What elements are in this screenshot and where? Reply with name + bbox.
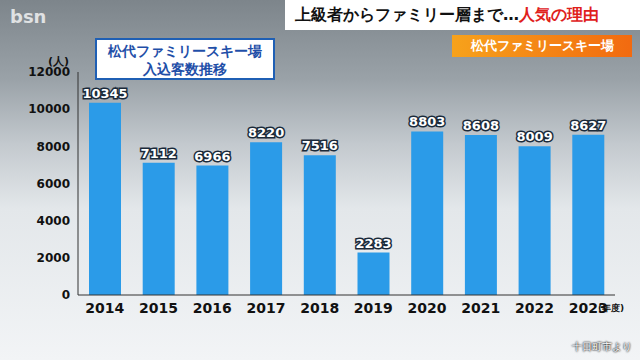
svg-text:10345: 10345 [82,86,127,101]
svg-text:8220: 8220 [248,125,284,140]
svg-text:2014: 2014 [85,300,124,316]
svg-text:2000: 2000 [37,251,70,265]
svg-text:2018: 2018 [300,300,339,316]
svg-text:2019: 2019 [354,300,393,316]
svg-text:6000: 6000 [37,177,70,191]
svg-text:2283: 2283 [355,236,391,251]
svg-text:8627: 8627 [570,118,606,133]
svg-text:2021: 2021 [461,300,500,316]
svg-text:8009: 8009 [517,129,553,144]
svg-text:7112: 7112 [141,146,177,161]
svg-text:0: 0 [62,288,70,302]
svg-text:10000: 10000 [28,102,70,116]
svg-text:8803: 8803 [409,114,445,129]
svg-text:6966: 6966 [194,149,230,164]
svg-text:8608: 8608 [463,118,499,133]
svg-text:2020: 2020 [408,300,447,316]
svg-text:7516: 7516 [302,138,338,153]
svg-text:2022: 2022 [515,300,554,316]
svg-text:2016: 2016 [193,300,232,316]
svg-text:2015: 2015 [139,300,178,316]
svg-text:4000: 4000 [37,214,70,228]
svg-text:2017: 2017 [246,300,285,316]
svg-text:8000: 8000 [37,140,70,154]
